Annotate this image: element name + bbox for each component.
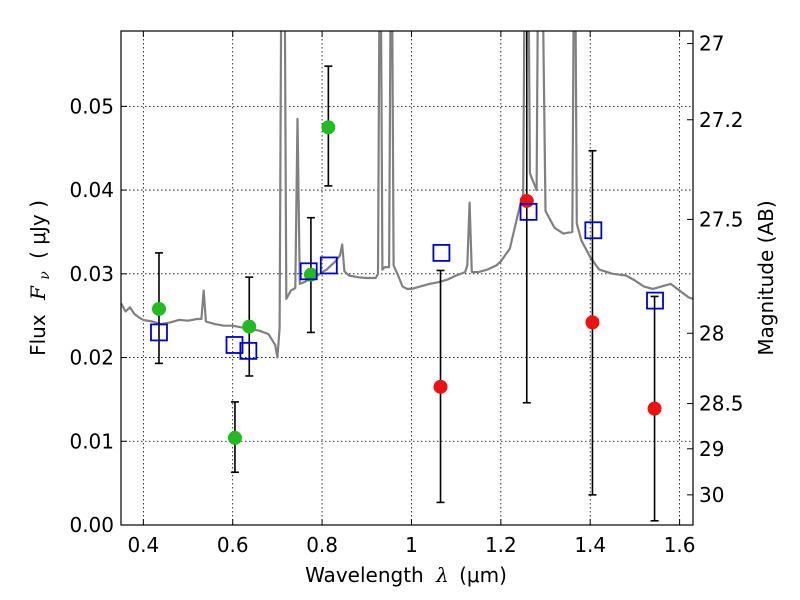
y-tick-label: 0.00: [69, 513, 114, 537]
y2-tick-label: 29: [699, 437, 724, 461]
x-tick-label: 0.8: [306, 533, 338, 557]
model-spectrum-line: [121, 31, 693, 359]
x-tick-label: 1.2: [485, 533, 517, 557]
y-axis-label-unit: ( μJy ): [26, 200, 50, 259]
model-photometry-square: [646, 291, 664, 310]
red-data-point: [585, 315, 600, 330]
model-spectrum-layer: [121, 31, 693, 359]
plot-background: [121, 31, 693, 525]
red-data-point: [647, 401, 662, 416]
y-tick-label: 0.04: [69, 178, 114, 202]
y2-axis-label: Magnitude (AB): [754, 200, 778, 355]
y-axis-label: Flux F ν ( μJy ): [26, 200, 54, 356]
y-axis-label-prefix: Flux: [26, 314, 50, 356]
model-photometry-square: [319, 256, 338, 275]
green-data-point: [321, 120, 336, 135]
x-axis-label-prefix: Wavelength: [305, 563, 424, 587]
x-axis-label: Wavelength λ (μm): [305, 563, 507, 587]
x-tick-label: 1.4: [574, 533, 606, 557]
red-data-point: [433, 379, 448, 394]
y2-tick-label: 30: [699, 483, 724, 507]
y-axis-label-symbol: F: [26, 285, 50, 301]
x-axis-label-unit: (μm): [459, 563, 507, 587]
y-axis-label-subscript: ν: [37, 271, 53, 280]
y2-tick-label: 27: [699, 32, 724, 56]
y2-tick-label: 27.2: [699, 108, 744, 132]
x-axis-label-symbol: λ: [435, 563, 449, 587]
green-data-point: [303, 267, 318, 282]
y-tick-label: 0.03: [69, 262, 114, 286]
model-photometry-square: [432, 243, 451, 262]
x-tick-label: 1.6: [664, 533, 696, 557]
plot-frame: [120, 30, 694, 526]
y2-tick-label: 28.5: [699, 392, 744, 416]
green-data-point: [227, 430, 242, 445]
model-photometry-square: [225, 336, 244, 354]
y-tick-label: 0.05: [69, 94, 114, 118]
model-photometry-square: [584, 221, 603, 240]
green-data-point: [151, 301, 166, 316]
marker-layer: [150, 120, 664, 445]
model-photometry-square: [150, 323, 168, 342]
y2-tick-label: 28: [699, 321, 724, 345]
y-tick-label: 0.01: [69, 429, 114, 453]
model-photometry-square: [299, 262, 318, 281]
x-tick-label: 0.6: [217, 533, 249, 557]
y2-tick-label: 27.5: [699, 207, 744, 231]
model-photometry-square: [239, 341, 258, 360]
x-tick-label: 1: [405, 533, 418, 557]
y-tick-label: 0.02: [69, 346, 114, 370]
tick-marks: [121, 31, 693, 526]
model-photometry-square: [519, 202, 538, 221]
red-data-point: [519, 193, 534, 208]
green-data-point: [242, 319, 257, 334]
x-tick-label: 0.4: [127, 533, 159, 557]
tick-labels: 0.4 0.6 0.8 1 1.2 1.4 1.6 0.00 0.01 0.02 0.03 0.04 0…: [69, 32, 743, 557]
